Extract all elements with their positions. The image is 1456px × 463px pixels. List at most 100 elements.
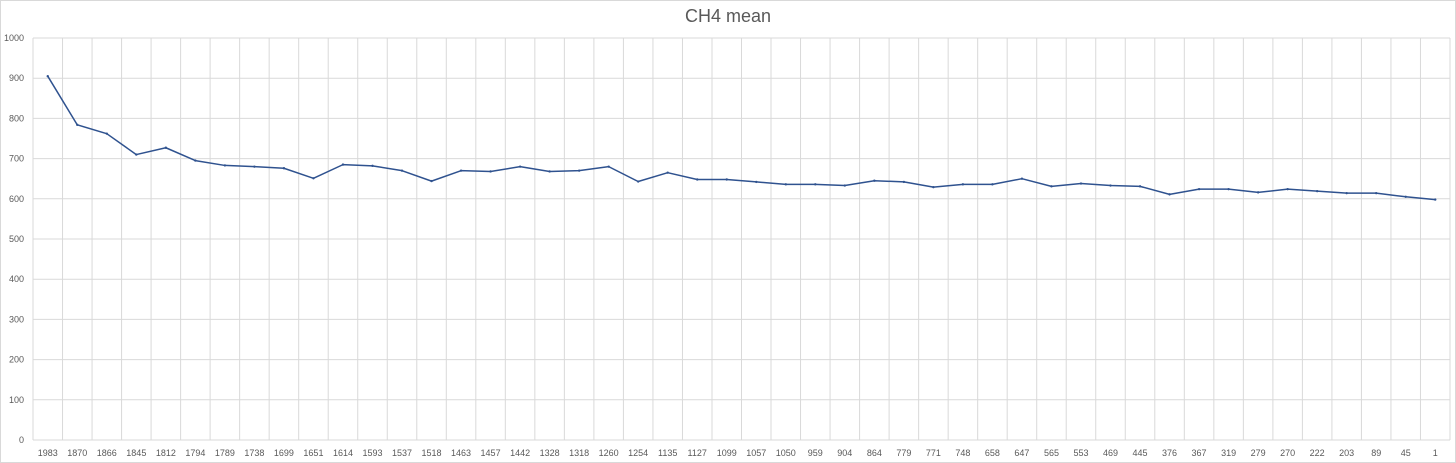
x-tick-label: 1254 (628, 448, 648, 458)
data-point (1404, 195, 1407, 198)
y-tick-label: 200 (9, 355, 24, 365)
x-tick-label: 1318 (569, 448, 589, 458)
x-tick-label: 1442 (510, 448, 530, 458)
x-tick-label: 1593 (362, 448, 382, 458)
y-tick-label: 1000 (4, 33, 24, 43)
data-point (459, 169, 463, 172)
x-tick-label: 319 (1221, 448, 1236, 458)
y-tick-label: 900 (9, 73, 24, 83)
x-tick-label: 565 (1044, 448, 1059, 458)
data-point (518, 165, 522, 168)
x-tick-label: 376 (1162, 448, 1177, 458)
series-line (47, 75, 1436, 201)
data-point (991, 183, 994, 186)
data-point (873, 179, 876, 182)
data-point (843, 184, 847, 187)
data-point (1286, 187, 1289, 191)
x-tick-label: 1463 (451, 448, 471, 458)
data-point (223, 164, 227, 167)
data-point (636, 180, 640, 183)
data-point (135, 153, 138, 156)
x-tick-label: 445 (1133, 448, 1148, 458)
x-tick-label: 959 (808, 448, 823, 458)
x-tick-label: 1738 (244, 448, 264, 458)
data-point (755, 180, 758, 184)
data-point (1345, 191, 1348, 195)
data-point (76, 123, 79, 127)
y-tick-label: 300 (9, 314, 24, 324)
x-tick-label: 1135 (658, 448, 677, 458)
x-tick-label: 1099 (717, 448, 737, 458)
x-tick-label: 1127 (688, 448, 707, 458)
x-tick-label: 1845 (126, 448, 146, 458)
data-point (253, 165, 256, 168)
data-point (725, 178, 728, 181)
data-point (1079, 182, 1083, 185)
y-tick-label: 500 (9, 234, 24, 244)
x-tick-label: 647 (1014, 448, 1029, 458)
data-point (430, 179, 433, 183)
data-point (932, 185, 935, 189)
data-point (46, 74, 49, 78)
x-tick-label: 203 (1339, 448, 1354, 458)
x-tick-label: 1614 (333, 448, 353, 458)
data-point (341, 163, 345, 166)
x-axis-ticks: 1983 1870 1866 1845 1812 1794 1789 1738 1699 1651… (38, 448, 1438, 458)
x-tick-label: 864 (867, 448, 882, 458)
x-tick-label: 779 (896, 448, 911, 458)
x-tick-label: 1328 (540, 448, 560, 458)
series-layer (46, 74, 1437, 201)
data-point (902, 180, 906, 184)
data-point (282, 167, 286, 170)
x-tick-label: 1789 (215, 448, 235, 458)
data-point (1050, 185, 1053, 188)
data-point (400, 169, 404, 172)
x-tick-label: 367 (1192, 448, 1207, 458)
data-point (1168, 193, 1171, 196)
data-point (666, 171, 669, 174)
x-tick-label: 1983 (38, 448, 58, 458)
data-point (312, 177, 315, 180)
x-tick-label: 1699 (274, 448, 294, 458)
data-point (1020, 177, 1024, 180)
x-tick-label: 1794 (185, 448, 205, 458)
y-tick-label: 400 (9, 274, 24, 284)
y-tick-label: 600 (9, 194, 24, 204)
x-tick-label: 222 (1310, 448, 1325, 458)
data-point (164, 146, 168, 149)
data-point (1197, 187, 1201, 191)
y-tick-label: 700 (9, 154, 24, 164)
x-tick-label: 1537 (392, 448, 412, 458)
data-point (1434, 198, 1437, 201)
data-point (961, 183, 965, 186)
chart-title: CH4 mean (684, 6, 772, 26)
data-point (696, 178, 699, 181)
x-tick-label: 1 (1433, 448, 1438, 458)
x-tick-label: 1050 (776, 448, 796, 458)
x-tick-label: 1457 (481, 448, 501, 458)
y-tick-label: 800 (9, 113, 24, 123)
x-tick-label: 270 (1280, 448, 1295, 458)
x-tick-label: 45 (1401, 448, 1411, 458)
x-tick-label: 469 (1103, 448, 1118, 458)
x-tick-label: 89 (1371, 448, 1381, 458)
x-tick-label: 1260 (599, 448, 619, 458)
data-point (1138, 185, 1142, 188)
data-point (371, 164, 374, 168)
data-point (1109, 184, 1112, 187)
y-axis-ticks: 0 100 200 300 400 500 600 700 800 900 1000 (4, 33, 24, 445)
x-tick-label: 771 (926, 448, 941, 458)
data-point (784, 183, 787, 186)
x-tick-label: 1057 (746, 448, 766, 458)
x-tick-label: 658 (985, 448, 1000, 458)
x-tick-label: 1651 (303, 448, 323, 458)
data-point (194, 159, 197, 162)
x-tick-label: 748 (955, 448, 970, 458)
data-point (577, 169, 581, 172)
x-tick-label: 553 (1073, 448, 1088, 458)
x-tick-label: 1870 (67, 448, 87, 458)
data-point (548, 170, 551, 173)
data-point (489, 170, 492, 173)
grid-lines (32, 37, 1451, 441)
data-point (1374, 191, 1378, 195)
